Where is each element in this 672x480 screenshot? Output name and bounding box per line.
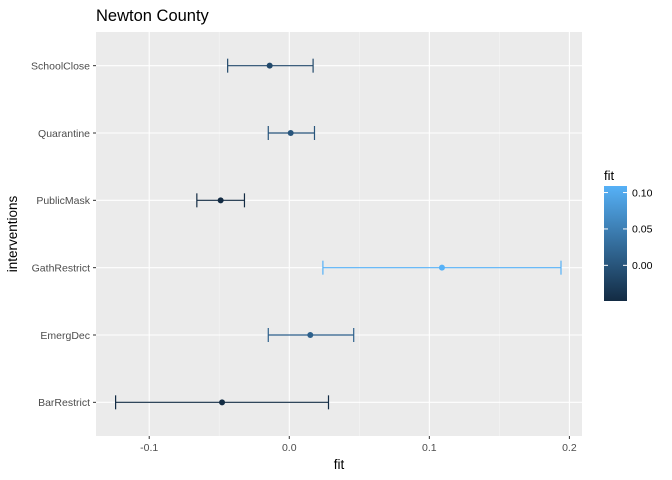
grid-lines xyxy=(96,32,582,436)
point-EmergDec xyxy=(307,332,314,338)
chart-title: Newton County xyxy=(96,7,210,25)
point-GathRestrict xyxy=(438,264,445,271)
point-BarRestrict xyxy=(219,399,226,406)
y-tick-label: Quarantine xyxy=(38,128,90,140)
point-PublicMask xyxy=(217,197,224,204)
errorbar-BarRestrict xyxy=(115,395,330,410)
errorbar-SchoolClose xyxy=(227,58,314,73)
x-axis: -0.1 0.0 0.1 0.2 xyxy=(140,436,577,454)
y-tick-label: SchoolClose xyxy=(31,60,90,72)
colorbar-tick-label: 0.05 xyxy=(632,224,653,236)
errorbar-GathRestrict xyxy=(322,260,562,275)
y-tick-label: EmergDec xyxy=(40,330,90,342)
plot-panel xyxy=(96,32,582,436)
x-tick-label: 0.0 xyxy=(282,442,297,454)
point-SchoolClose xyxy=(266,62,273,69)
x-tick-label: 0.1 xyxy=(422,442,437,454)
point-Quarantine xyxy=(287,130,294,136)
errorbar-PublicMask xyxy=(196,193,246,208)
y-axis-title: interventions xyxy=(5,195,20,272)
x-axis-title: fit xyxy=(334,457,345,472)
errorbar-EmergDec xyxy=(267,328,355,342)
colorbar-tick-label: 0.00 xyxy=(632,260,653,272)
error-bars xyxy=(115,58,562,410)
y-axis: SchoolClose Quarantine PublicMask GathRestr… xyxy=(31,60,96,409)
x-tick-label: 0.2 xyxy=(562,442,577,454)
colorbar-tick-label: 0.10 xyxy=(632,187,653,199)
x-tick-label: -0.1 xyxy=(140,442,158,454)
y-tick-label: GathRestrict xyxy=(32,262,90,274)
colorbar xyxy=(604,186,627,301)
legend: fit 0.10 0.05 0.00 xyxy=(604,168,653,301)
y-tick-label: PublicMask xyxy=(36,195,90,207)
legend-title: fit xyxy=(604,168,615,183)
y-tick-label: BarRestrict xyxy=(38,397,90,409)
errorbar-Quarantine xyxy=(267,126,316,140)
